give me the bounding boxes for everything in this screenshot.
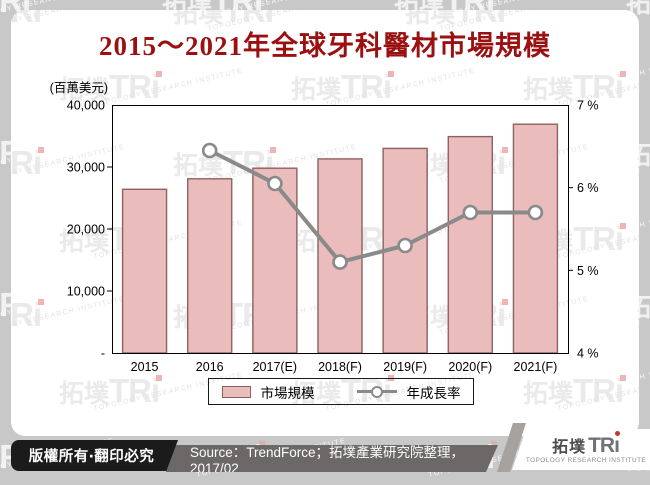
copyright-banner: 版權所有‧翻印必究 (11, 440, 178, 471)
left-axis-unit-label: (百萬美元) (50, 81, 108, 95)
left-axis-tick-label: - (101, 347, 105, 361)
logo-red-dot-icon (615, 431, 621, 436)
x-axis-tick-label: 2021(F) (514, 360, 558, 374)
left-axis-tick-label: 30,000 (67, 161, 105, 175)
growth-rate-marker (267, 175, 283, 192)
bar-2017(E) (252, 167, 298, 354)
left-axis-tick-label: 20,000 (67, 223, 105, 237)
growth-rate-marker (397, 237, 413, 254)
logo-cjk-text: 拓墣 (552, 439, 587, 456)
right-axis-tick-label: 4 % (577, 347, 599, 361)
chart-title: 2015～2021年全球牙科醫材市場規模 (99, 31, 551, 61)
legend-label-growth-rate: 年成長率 (406, 385, 461, 401)
x-axis-tick-label: 2020(F) (448, 360, 492, 374)
left-axis-tick-label: 10,000 (67, 285, 105, 299)
bar-2021(F) (512, 123, 559, 354)
source-banner: Source：TrendForce；拓墣產業研究院整理，2017/02 (166, 445, 498, 472)
x-axis-tick-label: 2018(F) (318, 360, 362, 374)
bar-2016 (187, 178, 233, 354)
legend-label-market-size: 市場規模 (260, 385, 315, 401)
tri-logo: 拓墣 TR ı TOPOLOGY RESEARCH INSTITUTE (512, 429, 650, 470)
growth-rate-marker (527, 204, 544, 221)
logo-tr-text: TR (588, 434, 615, 457)
growth-rate-marker (201, 142, 218, 159)
growth-rate-line (208, 148, 536, 265)
bar-2020(F) (447, 135, 493, 354)
left-axis-tick-label: 40,000 (67, 99, 105, 113)
right-axis-tick-label: 6 % (577, 181, 599, 195)
bar-2015 (121, 188, 168, 354)
growth-rate-marker (462, 204, 479, 221)
legend-bar-swatch (221, 385, 251, 398)
legend-circle-marker-icon (370, 385, 383, 398)
plot-border (112, 105, 569, 354)
right-axis-tick-label: 7 % (577, 99, 599, 113)
growth-rate-marker (332, 254, 348, 270)
logo-caption: TOPOLOGY RESEARCH INSTITUTE (525, 457, 647, 464)
chart-legend: 市場規模 年成長率 (208, 378, 474, 405)
logo-i-glyph: ı (614, 431, 621, 456)
x-axis-tick-label: 2019(F) (383, 360, 427, 374)
x-axis-tick-label: 2016 (196, 360, 224, 374)
right-axis-tick-label: 5 % (577, 264, 599, 278)
copyright-text: 版權所有‧翻印必究 (11, 440, 178, 471)
x-axis-tick-label: 2015 (131, 360, 159, 374)
legend-line-swatch (356, 385, 397, 398)
x-axis-tick-label: 2017(E) (253, 360, 297, 374)
tri-logo-wordmark: 拓墣 TR ı (552, 431, 621, 457)
